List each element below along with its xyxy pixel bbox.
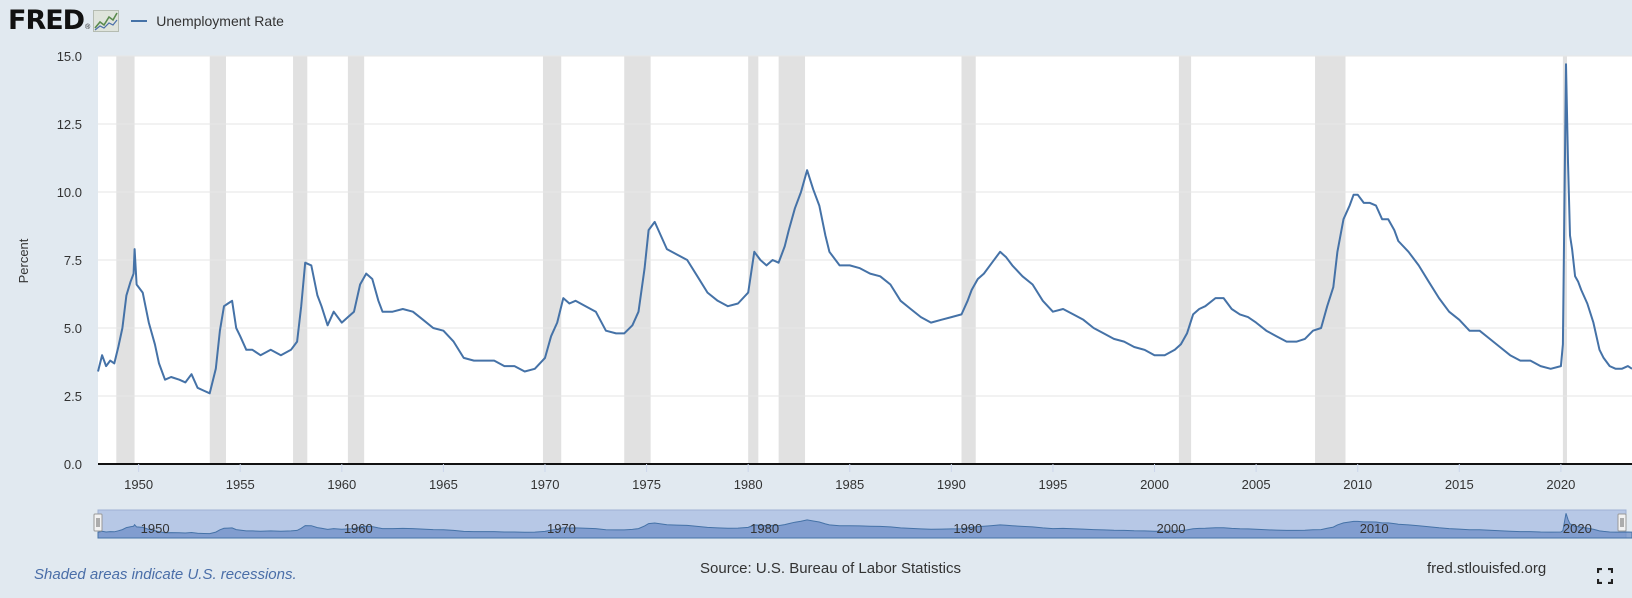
x-tick-label: 1995 bbox=[1038, 477, 1067, 492]
source-text: Source: U.S. Bureau of Labor Statistics bbox=[700, 560, 961, 577]
y-tick-label: 2.5 bbox=[64, 389, 82, 404]
navigator-series-area bbox=[97, 513, 1632, 539]
x-tick-label: 1965 bbox=[429, 477, 458, 492]
navigator-label: 1960 bbox=[344, 521, 373, 536]
x-tick-label: 1990 bbox=[937, 477, 966, 492]
navigator-label: 1950 bbox=[141, 521, 170, 536]
navigator-label: 2000 bbox=[1157, 521, 1186, 536]
x-axis: 1950 1955 1960 1965 1970 1975 1980 1985 1990 1995… bbox=[98, 463, 1632, 492]
navigator-handle-left-icon[interactable] bbox=[93, 513, 103, 532]
registered-mark: ® bbox=[85, 24, 91, 31]
navigator-label: 1980 bbox=[750, 521, 779, 536]
fullscreen-icon[interactable] bbox=[1597, 568, 1613, 584]
series-line-unemployment-rate bbox=[97, 63, 1632, 395]
grid-lines bbox=[98, 55, 1632, 397]
navigator-label: 1990 bbox=[953, 521, 982, 536]
x-tick-label: 2000 bbox=[1140, 477, 1169, 492]
legend-label: Unemployment Rate bbox=[156, 13, 284, 29]
range-navigator[interactable]: 1950 1960 1970 1980 1990 2000 2010 2020 bbox=[93, 509, 1632, 539]
y-tick-label: 12.5 bbox=[57, 117, 82, 132]
x-tick-label: 1975 bbox=[632, 477, 661, 492]
x-tick-label: 2015 bbox=[1445, 477, 1474, 492]
y-axis-label: Percent bbox=[16, 238, 31, 283]
navigator-handle-right-icon[interactable] bbox=[1617, 513, 1627, 532]
fred-logo-text: FRED bbox=[8, 5, 85, 36]
x-tick-label: 1980 bbox=[734, 477, 763, 492]
y-tick-label: 0.0 bbox=[64, 457, 82, 472]
navigator-label: 2010 bbox=[1360, 521, 1389, 536]
x-tick-label: 1970 bbox=[531, 477, 560, 492]
y-tick-label: 5.0 bbox=[64, 321, 82, 336]
legend-swatch bbox=[131, 20, 148, 22]
navigator-label: 2020 bbox=[1563, 521, 1592, 536]
x-tick-label: 2010 bbox=[1343, 477, 1372, 492]
legend-item-unemployment-rate[interactable]: Unemployment Rate bbox=[131, 13, 284, 29]
y-tick-label: 7.5 bbox=[64, 253, 82, 268]
x-tick-label: 1950 bbox=[124, 477, 153, 492]
navigator-label: 1970 bbox=[547, 521, 576, 536]
chart-header: FRED ® Unemployment Rate bbox=[8, 6, 284, 36]
x-tick-label: 1985 bbox=[835, 477, 864, 492]
y-axis: 0.0 2.5 5.0 7.5 10.0 12.5 15.0 bbox=[57, 49, 82, 472]
fred-graph-icon bbox=[93, 10, 120, 32]
series-layer bbox=[97, 63, 1632, 395]
x-tick-label: 2020 bbox=[1546, 477, 1575, 492]
y-tick-label: 10.0 bbox=[57, 185, 82, 200]
y-tick-label: 15.0 bbox=[57, 49, 82, 64]
site-link[interactable]: fred.stlouisfed.org bbox=[1427, 560, 1547, 577]
fred-logo[interactable]: FRED ® bbox=[8, 5, 120, 36]
x-tick-label: 1955 bbox=[226, 477, 255, 492]
recession-note: Shaded areas indicate U.S. recessions. bbox=[34, 566, 297, 583]
x-tick-label: 1960 bbox=[327, 477, 356, 492]
x-tick-label: 2005 bbox=[1242, 477, 1271, 492]
